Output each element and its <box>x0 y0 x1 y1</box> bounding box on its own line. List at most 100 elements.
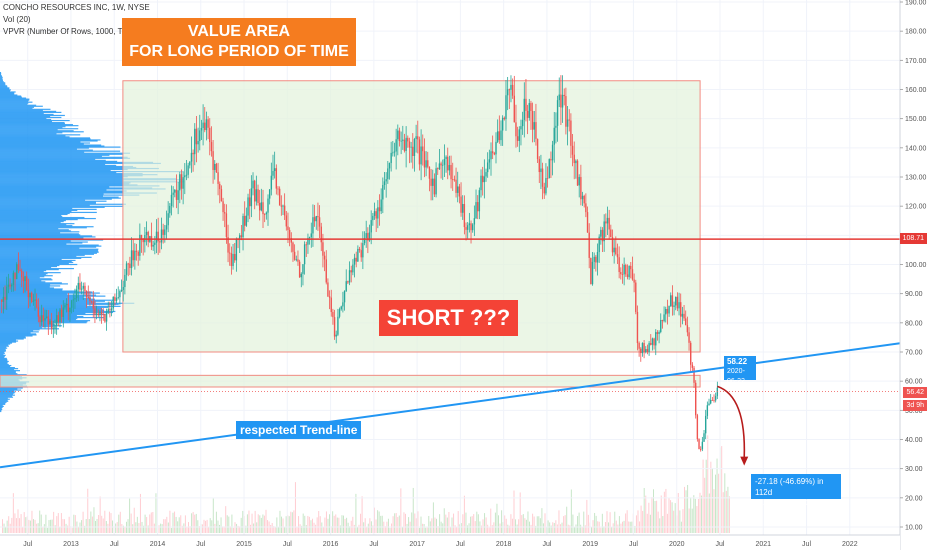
volume-bar-333 <box>518 519 520 533</box>
x-axis[interactable]: Jul 2013 Jul 2014 Jul 2015 Jul 2016 Jul 2017 Jul 20… <box>0 534 900 550</box>
volume-bar-42 <box>67 525 69 533</box>
candle-body-240 <box>400 140 402 142</box>
vpvr-bin-83 <box>0 326 54 328</box>
volume-bar-185 <box>288 516 290 533</box>
volume-bar-89 <box>139 493 141 533</box>
vpvr-bin-70 <box>0 339 16 341</box>
vpvr-bin-248 <box>0 157 131 159</box>
projection-target-callout[interactable]: -27.18 (-46.69%) in 112d 31.04 @ 2020-10… <box>751 474 841 507</box>
volume-bar-144 <box>225 506 227 533</box>
volume-bar-45 <box>71 527 73 533</box>
volume-bar-122 <box>191 513 193 533</box>
volume-bar-178 <box>277 526 279 533</box>
candle-body-199 <box>332 312 334 318</box>
volume-bar-23 <box>37 523 39 533</box>
vpvr-bin-95 <box>0 313 106 316</box>
callout-target-sub: 31.04 @ 2020-10-12 <box>755 500 820 507</box>
y-axis[interactable]: 10.00 20.00 30.00 40.00 50.00 60.00 70.00 80.00… <box>899 0 932 550</box>
volume-bar-154 <box>240 517 242 533</box>
volume-bar-69 <box>108 511 110 533</box>
volume-bar-398 <box>618 516 620 533</box>
candle-body-181 <box>302 264 304 274</box>
vpvr-bin-168 <box>0 239 104 241</box>
volume-bar-388 <box>603 526 605 533</box>
volume-bar-158 <box>246 514 248 533</box>
vpvr-bin-227 <box>0 179 184 181</box>
volume-bar-312 <box>485 517 487 533</box>
vpvr-bin-234 <box>0 172 117 174</box>
vpvr-bin-237 <box>0 168 128 171</box>
volume-bar-216 <box>336 517 338 533</box>
volume-bar-464 <box>721 446 723 533</box>
volume-bar-237 <box>369 518 371 533</box>
vpvr-bin-267 <box>0 138 91 140</box>
candle-body-105 <box>175 189 178 200</box>
volume-bar-356 <box>553 522 555 533</box>
vpvr-bin-13 <box>0 397 8 399</box>
vpvr-bin-253 <box>0 152 131 154</box>
candle-body-334 <box>556 100 559 126</box>
y-tick-label-3: 40.00 <box>905 437 923 444</box>
candle-body-414 <box>690 342 692 365</box>
trend-line[interactable] <box>0 342 901 469</box>
volume-bar-38 <box>60 513 62 533</box>
y-tick-label-12: 130.00 <box>905 175 927 182</box>
volume-bar-177 <box>276 517 278 533</box>
vpvr-bin-173 <box>0 234 81 236</box>
vpvr-bin-276 <box>0 129 58 131</box>
vpvr-bin-223 <box>0 183 130 185</box>
volume-bar-59 <box>93 507 95 533</box>
candle-body-110 <box>184 175 186 178</box>
volume-bar-17 <box>28 519 30 533</box>
short-annotation[interactable]: SHORT ??? <box>379 300 518 336</box>
x-tick-label-19: 2022 <box>842 541 858 548</box>
vpvr-bin-0 <box>0 410 2 413</box>
candle-body-171 <box>285 215 288 227</box>
volume-bar-431 <box>670 500 672 533</box>
candle-body-56 <box>94 308 96 315</box>
trendline-label[interactable]: respected Trend-line <box>236 421 362 439</box>
support-band-rect[interactable] <box>0 374 701 388</box>
volume-bar-416 <box>646 513 648 533</box>
candle-body-151 <box>252 180 254 189</box>
candle-body-72 <box>120 289 123 292</box>
volume-bar-456 <box>708 493 710 533</box>
candle-body-214 <box>357 248 359 262</box>
candle-body-31 <box>52 328 55 330</box>
candle-body-195 <box>325 259 327 283</box>
candle-body-235 <box>392 152 394 154</box>
vpvr-bin-140 <box>0 267 74 270</box>
candle-body-118 <box>197 141 199 145</box>
vpvr-bin-73 <box>0 336 26 338</box>
volume-bar-209 <box>325 511 327 533</box>
volume-bar-105 <box>164 519 166 533</box>
candle-body-92 <box>154 242 156 245</box>
candle-body-174 <box>290 238 293 243</box>
candle-body-98 <box>164 229 166 235</box>
volume-bar-299 <box>465 512 467 533</box>
x-tick-label-4: Jul <box>196 541 205 548</box>
vpvr-bin-282 <box>0 123 65 125</box>
volume-bar-420 <box>653 489 654 533</box>
candle-body-160 <box>267 198 269 213</box>
vpvr-bin-108 <box>0 300 105 302</box>
projection-start-callout[interactable]: 58.22 2020-06-22 <box>724 356 756 385</box>
candle-body-147 <box>245 215 248 226</box>
vpvr-bin-40 <box>0 370 20 372</box>
projection-arrow[interactable] <box>717 385 746 458</box>
volume-bar-250 <box>389 527 391 533</box>
candle-body-52 <box>87 297 89 298</box>
candle-body-163 <box>272 170 274 176</box>
value-area-annotation[interactable]: VALUE AREA FOR LONG PERIOD OF TIME <box>122 18 356 66</box>
y-tick-label-1: 20.00 <box>905 495 923 502</box>
volume-bar-125 <box>195 513 197 533</box>
volume-bar-108 <box>169 510 171 533</box>
candle-body-13 <box>22 276 25 282</box>
candle-body-77 <box>129 263 131 269</box>
volume-bar-1 <box>3 523 5 533</box>
vpvr-bin-141 <box>0 266 52 269</box>
vpvr-bin-331 <box>0 73 2 75</box>
candle-body-303 <box>505 95 507 120</box>
volume-bar-289 <box>449 526 451 533</box>
